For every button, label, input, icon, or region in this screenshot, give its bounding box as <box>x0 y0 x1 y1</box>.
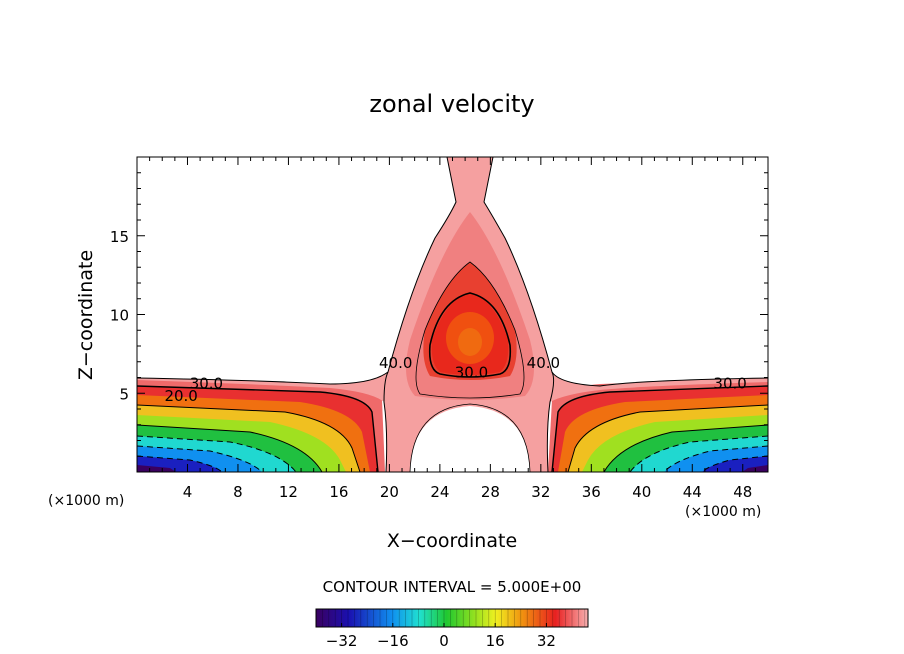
contour-label: 30.0 <box>713 375 746 393</box>
y-tick-label: 10 <box>110 307 129 325</box>
colorbar-frame <box>315 608 589 628</box>
contour-label: 40.0 <box>527 354 560 372</box>
colorbar-tick-label: 16 <box>486 632 505 650</box>
x-tick-label: 8 <box>233 483 243 501</box>
y-axis-label: Z−coordinate <box>75 250 97 380</box>
contour-labels: 30.020.040.030.040.030.0 <box>164 354 746 405</box>
x-tick-label: 4 <box>183 483 193 501</box>
x-axis: 4 8 12 16 20 24 28 32 36 40 44 48 <box>149 157 756 501</box>
colorbar-ticks: −32 −16 0 16 32 <box>326 623 556 650</box>
y-tick-label: 15 <box>110 228 129 246</box>
y-tick-label: 5 <box>119 385 129 403</box>
plot-area: 30.020.040.030.040.030.0 <box>137 157 768 472</box>
contour-interval: CONTOUR INTERVAL = 5.000E+00 <box>323 578 582 596</box>
x-axis-label: X−coordinate <box>387 530 517 552</box>
contour-label: 30.0 <box>190 375 223 393</box>
colorbar-tick-label: 32 <box>537 632 556 650</box>
x-tick-label: 24 <box>430 483 449 501</box>
x-tick-label: 32 <box>531 483 550 501</box>
colorbar-tick-label: 0 <box>439 632 449 650</box>
x-tick-label: 20 <box>380 483 399 501</box>
x-tick-label: 12 <box>279 483 298 501</box>
contour-label: 30.0 <box>455 364 488 382</box>
contour-lines <box>137 157 768 472</box>
x-tick-label: 28 <box>481 483 500 501</box>
x-tick-label: 48 <box>733 483 752 501</box>
colorbar-tick-label: −32 <box>326 632 358 650</box>
contour-label: 40.0 <box>379 354 412 372</box>
colorbar-tick-label: −16 <box>377 632 409 650</box>
x-tick-label: 40 <box>632 483 651 501</box>
x-unit-right: (×1000 m) <box>685 504 761 520</box>
chart-title: zonal velocity <box>369 90 534 118</box>
contour-label: 20.0 <box>164 387 197 405</box>
y-axis: 5 10 15 <box>110 172 768 457</box>
x-tick-label: 44 <box>683 483 702 501</box>
colorbar: −32 −16 0 16 32 <box>315 608 589 650</box>
x-tick-label: 36 <box>582 483 601 501</box>
central-plume <box>137 157 768 472</box>
x-unit-left: (×1000 m) <box>48 493 124 509</box>
x-tick-label: 16 <box>329 483 348 501</box>
colorbar-gradient <box>316 609 588 627</box>
